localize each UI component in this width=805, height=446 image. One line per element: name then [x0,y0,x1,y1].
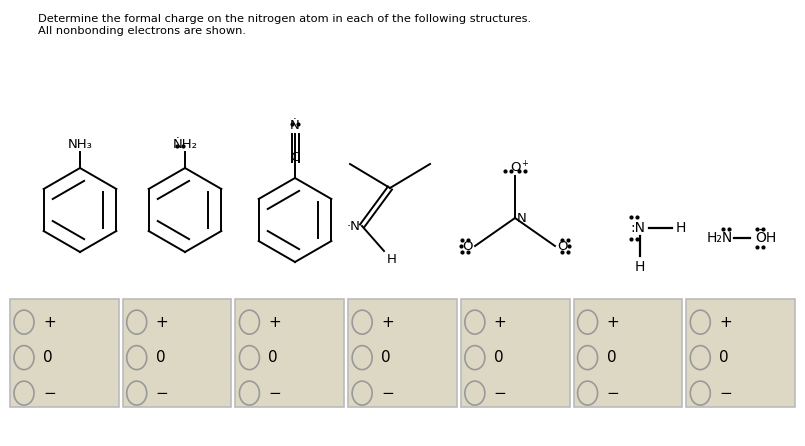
Text: ŌH: ŌH [755,231,777,245]
Text: Determine the formal charge on the nitrogen atom in each of the following struct: Determine the formal charge on the nitro… [38,14,531,24]
Text: −: − [43,386,56,401]
Text: H₂N: H₂N [707,231,733,245]
Text: 0: 0 [155,350,165,365]
Text: H: H [387,253,397,266]
Text: O: O [463,240,473,252]
Text: 0: 0 [493,350,503,365]
Text: +: + [43,314,56,330]
Text: All nonbonding electrons are shown.: All nonbonding electrons are shown. [38,26,246,36]
FancyBboxPatch shape [122,299,231,407]
Text: +: + [720,314,732,330]
Text: 0: 0 [607,350,616,365]
Text: −: − [493,386,506,401]
Text: +: + [607,314,619,330]
Text: H: H [676,221,687,235]
Text: +: + [381,314,394,330]
Text: C: C [291,151,299,164]
Text: ·N: ·N [346,219,360,232]
Text: −: − [381,386,394,401]
Text: O: O [557,240,568,252]
Text: 0: 0 [381,350,390,365]
Text: +: + [155,314,168,330]
Text: O: O [510,161,520,174]
Text: N: N [517,211,526,224]
Text: 0: 0 [268,350,278,365]
Text: −: − [720,386,732,401]
FancyBboxPatch shape [348,299,457,407]
Text: ṄH₂: ṄH₂ [172,138,197,151]
Text: 0: 0 [720,350,729,365]
Text: +: + [268,314,281,330]
FancyBboxPatch shape [574,299,683,407]
FancyBboxPatch shape [235,299,345,407]
Text: :N: :N [630,221,646,235]
FancyBboxPatch shape [460,299,570,407]
Text: H: H [635,260,645,274]
FancyBboxPatch shape [687,299,795,407]
Text: +: + [521,159,528,168]
Text: −: − [268,386,281,401]
FancyBboxPatch shape [10,299,118,407]
Text: +: + [493,314,506,330]
Text: NH₃: NH₃ [68,138,93,151]
Text: −: − [155,386,168,401]
Text: 0: 0 [43,350,52,365]
Text: Ṅ: Ṅ [290,119,300,132]
Text: −: − [607,386,619,401]
